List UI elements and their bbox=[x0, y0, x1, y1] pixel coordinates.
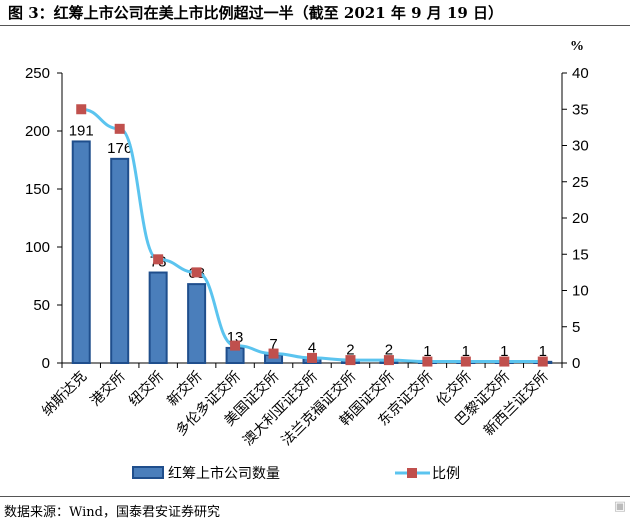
ratio-marker bbox=[537, 356, 548, 367]
bar bbox=[148, 271, 168, 364]
bar-value-label: 4 bbox=[308, 339, 316, 356]
title-divider bbox=[0, 25, 630, 26]
bar-value-label: 1 bbox=[500, 343, 508, 360]
right-tick-label: 5 bbox=[572, 319, 580, 336]
right-tick-label: 30 bbox=[572, 138, 589, 155]
legend-line-marker bbox=[407, 468, 417, 478]
legend-line-label: 比例 bbox=[432, 466, 460, 482]
bar-value-label: 1 bbox=[423, 343, 431, 360]
bar bbox=[110, 157, 130, 364]
category-label: 纳斯达克 bbox=[39, 369, 90, 420]
ratio-marker bbox=[422, 356, 433, 367]
ratio-marker bbox=[345, 355, 356, 366]
ratio-marker bbox=[114, 123, 125, 134]
legend-bar-swatch bbox=[132, 466, 164, 479]
right-tick-label: 40 bbox=[572, 65, 589, 82]
ratio-marker bbox=[268, 348, 279, 359]
right-tick-label: 35 bbox=[572, 101, 589, 118]
bar bbox=[71, 140, 91, 364]
right-tick-label: 0 bbox=[572, 355, 580, 372]
ratio-marker bbox=[153, 254, 164, 265]
source-note: 数据来源：Wind，国泰君安证券研究 bbox=[4, 505, 220, 520]
ratio-marker bbox=[307, 352, 317, 363]
bar bbox=[187, 283, 207, 364]
bar-value-label: 176 bbox=[107, 140, 132, 157]
left-tick-label: 0 bbox=[42, 355, 50, 372]
bar-value-label: 191 bbox=[69, 122, 94, 139]
bar-value-label: 2 bbox=[385, 342, 393, 359]
ratio-marker bbox=[383, 355, 394, 366]
bar-value-label: 1 bbox=[539, 343, 547, 360]
bar-value-label: 7 bbox=[269, 336, 277, 353]
figure-title: 图 3：红筹上市公司在美上市比例超过一半（截至 2021 年 9 月 19 日） bbox=[8, 4, 504, 22]
right-tick-label: 15 bbox=[572, 246, 589, 263]
right-axis-unit: % bbox=[570, 39, 584, 54]
left-tick-label: 250 bbox=[25, 65, 50, 82]
watermark-logo: ▣ bbox=[613, 499, 626, 514]
legend-bar-label: 红筹上市公司数量 bbox=[168, 465, 280, 482]
category-label: 港交所 bbox=[87, 368, 129, 410]
left-tick-label: 200 bbox=[25, 123, 50, 140]
bar-value-label: 1 bbox=[462, 343, 470, 360]
footer-divider bbox=[0, 496, 630, 497]
category-label: 纽交所 bbox=[125, 368, 167, 410]
ratio-marker bbox=[76, 104, 87, 115]
ratio-marker bbox=[460, 356, 471, 367]
bar-value-label: 2 bbox=[346, 342, 354, 359]
left-tick-label: 50 bbox=[33, 297, 50, 314]
right-tick-label: 20 bbox=[572, 210, 589, 227]
ratio-marker bbox=[499, 356, 510, 367]
ratio-marker bbox=[230, 340, 241, 351]
left-tick-label: 100 bbox=[25, 239, 50, 256]
right-tick-label: 25 bbox=[572, 174, 589, 191]
right-tick-label: 10 bbox=[572, 283, 589, 300]
left-tick-label: 150 bbox=[25, 181, 50, 198]
ratio-marker bbox=[191, 267, 202, 278]
